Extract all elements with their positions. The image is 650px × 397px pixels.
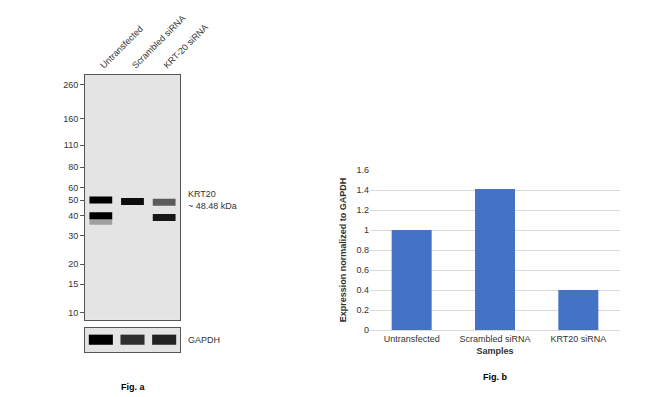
svg-text:0.6: 0.6: [356, 265, 369, 275]
svg-text:KRT20 siRNA: KRT20 siRNA: [550, 334, 606, 344]
svg-text:20: 20: [68, 259, 78, 269]
svg-text:Fig. b: Fig. b: [483, 372, 507, 382]
svg-text:0.4: 0.4: [356, 285, 369, 295]
svg-text:GAPDH: GAPDH: [188, 335, 220, 345]
svg-text:10: 10: [68, 308, 78, 318]
svg-text:260: 260: [63, 80, 78, 90]
svg-text:KRT-20 siRNA: KRT-20 siRNA: [162, 22, 210, 70]
svg-text:1: 1: [364, 225, 369, 235]
svg-text:110: 110: [64, 140, 78, 150]
svg-text:15: 15: [68, 279, 78, 289]
svg-text:50: 50: [68, 195, 78, 205]
svg-text:1.4: 1.4: [356, 185, 369, 195]
svg-text:0.2: 0.2: [356, 305, 369, 315]
svg-text:Untransfected: Untransfected: [98, 24, 145, 71]
svg-text:KRT20~ 48.48 kDa: KRT20~ 48.48 kDa: [188, 189, 237, 211]
svg-text:Untransfected: Untransfected: [384, 334, 440, 344]
svg-text:0.8: 0.8: [356, 245, 369, 255]
svg-text:1.2: 1.2: [356, 205, 369, 215]
svg-text:40: 40: [68, 211, 78, 221]
svg-text:Expression normalized to GAPDH: Expression normalized to GAPDH: [338, 178, 348, 323]
svg-text:30: 30: [68, 231, 78, 241]
svg-text:Fig. a: Fig. a: [121, 382, 145, 392]
svg-text:Scrambled siRNA: Scrambled siRNA: [130, 13, 187, 70]
svg-text:160: 160: [63, 114, 78, 124]
svg-text:Scrambled siRNA: Scrambled siRNA: [459, 334, 530, 344]
svg-text:0: 0: [364, 325, 369, 335]
svg-text:60: 60: [68, 183, 78, 193]
svg-text:1.6: 1.6: [356, 165, 369, 175]
svg-text:80: 80: [68, 162, 78, 172]
svg-text:Samples: Samples: [476, 346, 513, 356]
